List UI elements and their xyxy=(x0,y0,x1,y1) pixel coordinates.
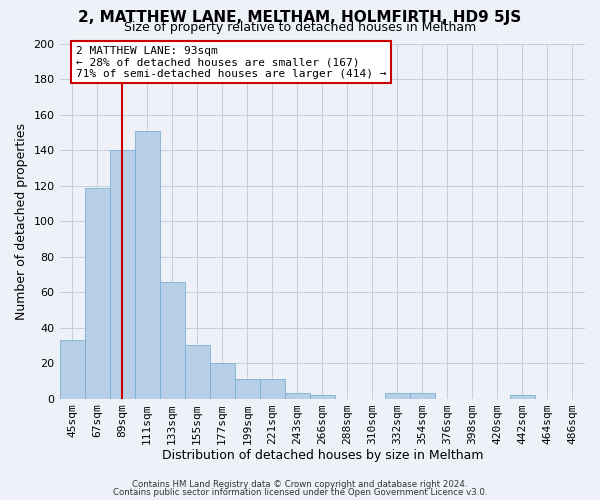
Text: Size of property relative to detached houses in Meltham: Size of property relative to detached ho… xyxy=(124,22,476,35)
Text: 2, MATTHEW LANE, MELTHAM, HOLMFIRTH, HD9 5JS: 2, MATTHEW LANE, MELTHAM, HOLMFIRTH, HD9… xyxy=(79,10,521,25)
Bar xyxy=(185,346,209,399)
Bar xyxy=(285,394,310,398)
Bar xyxy=(260,379,285,398)
Text: Contains public sector information licensed under the Open Government Licence v3: Contains public sector information licen… xyxy=(113,488,487,497)
Bar xyxy=(310,395,335,398)
Bar xyxy=(59,340,85,398)
Text: Contains HM Land Registry data © Crown copyright and database right 2024.: Contains HM Land Registry data © Crown c… xyxy=(132,480,468,489)
Bar xyxy=(209,363,235,398)
Bar xyxy=(110,150,134,398)
Text: 2 MATTHEW LANE: 93sqm
← 28% of detached houses are smaller (167)
71% of semi-det: 2 MATTHEW LANE: 93sqm ← 28% of detached … xyxy=(76,46,386,79)
Bar xyxy=(385,394,410,398)
Bar xyxy=(134,131,160,398)
Bar xyxy=(160,282,185,399)
X-axis label: Distribution of detached houses by size in Meltham: Distribution of detached houses by size … xyxy=(161,450,483,462)
Bar xyxy=(235,379,260,398)
Bar xyxy=(510,395,535,398)
Y-axis label: Number of detached properties: Number of detached properties xyxy=(15,123,28,320)
Bar xyxy=(410,394,435,398)
Bar xyxy=(85,188,110,398)
